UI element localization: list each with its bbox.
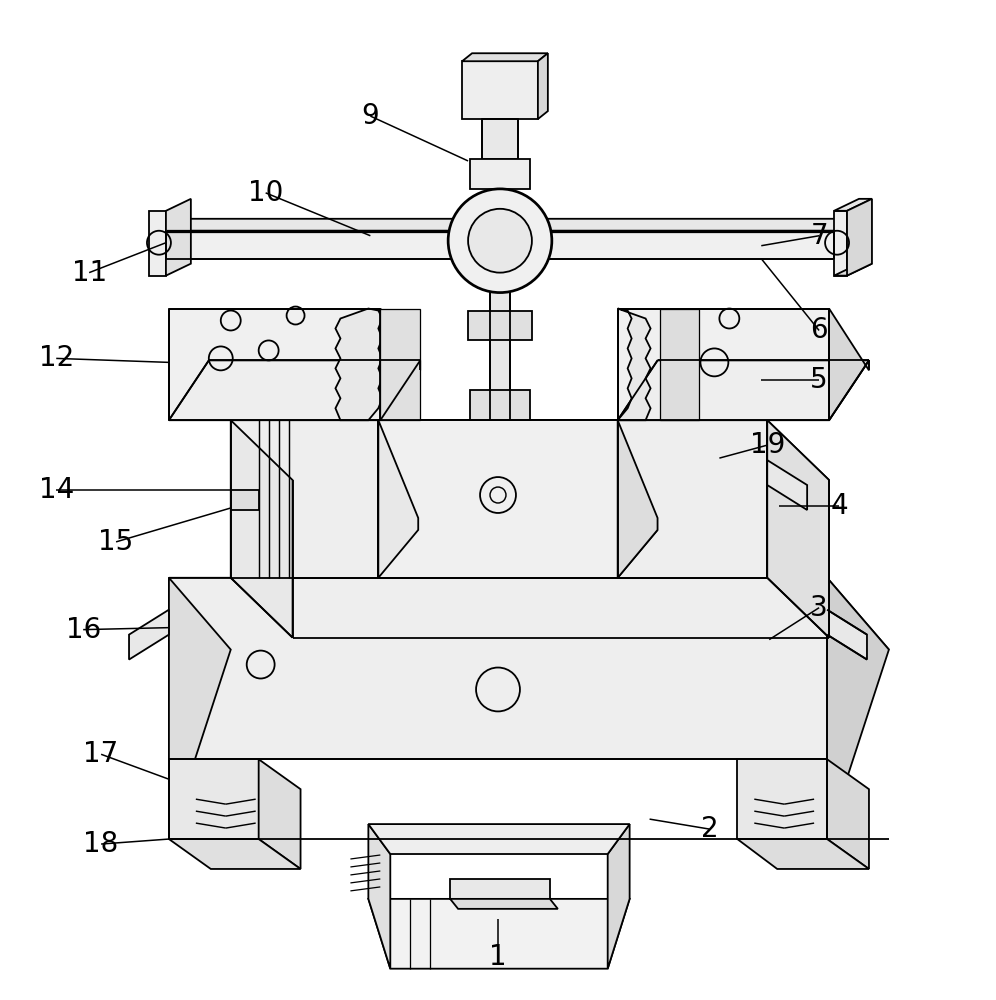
Text: 3: 3 [810, 594, 828, 622]
Polygon shape [369, 824, 390, 969]
Polygon shape [378, 420, 618, 578]
Polygon shape [737, 759, 827, 839]
Polygon shape [169, 360, 420, 420]
Polygon shape [482, 119, 518, 159]
Polygon shape [169, 309, 380, 420]
Polygon shape [470, 390, 530, 420]
Text: 15: 15 [99, 528, 133, 556]
Polygon shape [336, 309, 382, 420]
Text: 9: 9 [362, 102, 379, 130]
Text: 19: 19 [750, 431, 785, 459]
Text: 16: 16 [66, 616, 101, 644]
Polygon shape [468, 311, 532, 340]
Polygon shape [149, 211, 166, 276]
Polygon shape [380, 309, 420, 420]
Text: 10: 10 [248, 179, 283, 207]
Polygon shape [618, 360, 869, 420]
Polygon shape [169, 578, 231, 839]
Polygon shape [827, 759, 869, 869]
Polygon shape [231, 420, 293, 638]
Polygon shape [378, 420, 418, 578]
Polygon shape [834, 199, 872, 211]
Polygon shape [231, 420, 767, 578]
Polygon shape [380, 309, 420, 420]
Polygon shape [618, 309, 829, 420]
Text: 12: 12 [39, 344, 74, 372]
Text: 1: 1 [489, 943, 507, 971]
Polygon shape [470, 159, 530, 189]
Text: 11: 11 [72, 259, 107, 287]
Polygon shape [129, 610, 169, 660]
Polygon shape [169, 578, 888, 650]
Polygon shape [231, 420, 829, 480]
Polygon shape [166, 219, 859, 231]
Text: 7: 7 [811, 222, 828, 250]
Circle shape [448, 189, 552, 293]
Polygon shape [450, 879, 550, 899]
Polygon shape [608, 824, 629, 969]
Polygon shape [231, 490, 259, 510]
Polygon shape [834, 211, 847, 276]
Circle shape [468, 209, 532, 273]
Polygon shape [829, 309, 869, 420]
Polygon shape [847, 199, 872, 276]
Polygon shape [538, 53, 548, 119]
Polygon shape [462, 61, 538, 119]
Polygon shape [767, 460, 807, 510]
Polygon shape [618, 420, 657, 578]
Polygon shape [166, 231, 834, 259]
Polygon shape [462, 53, 548, 61]
Text: 2: 2 [700, 815, 718, 843]
Polygon shape [369, 824, 629, 854]
Polygon shape [827, 610, 867, 660]
Polygon shape [659, 309, 699, 420]
Text: 17: 17 [84, 740, 119, 768]
Polygon shape [767, 420, 829, 638]
Text: 14: 14 [39, 476, 74, 504]
Polygon shape [166, 199, 191, 276]
Polygon shape [737, 839, 869, 869]
Text: 4: 4 [831, 492, 848, 520]
Polygon shape [369, 899, 629, 969]
Polygon shape [259, 759, 301, 869]
Polygon shape [378, 530, 657, 578]
Polygon shape [169, 839, 301, 869]
Polygon shape [834, 264, 872, 276]
Polygon shape [169, 578, 827, 759]
Polygon shape [618, 309, 650, 420]
Polygon shape [450, 899, 558, 909]
Polygon shape [827, 578, 888, 839]
Text: 5: 5 [811, 366, 828, 394]
Polygon shape [490, 241, 510, 420]
Text: 6: 6 [811, 316, 828, 344]
Polygon shape [169, 759, 259, 839]
Text: 18: 18 [84, 830, 119, 858]
